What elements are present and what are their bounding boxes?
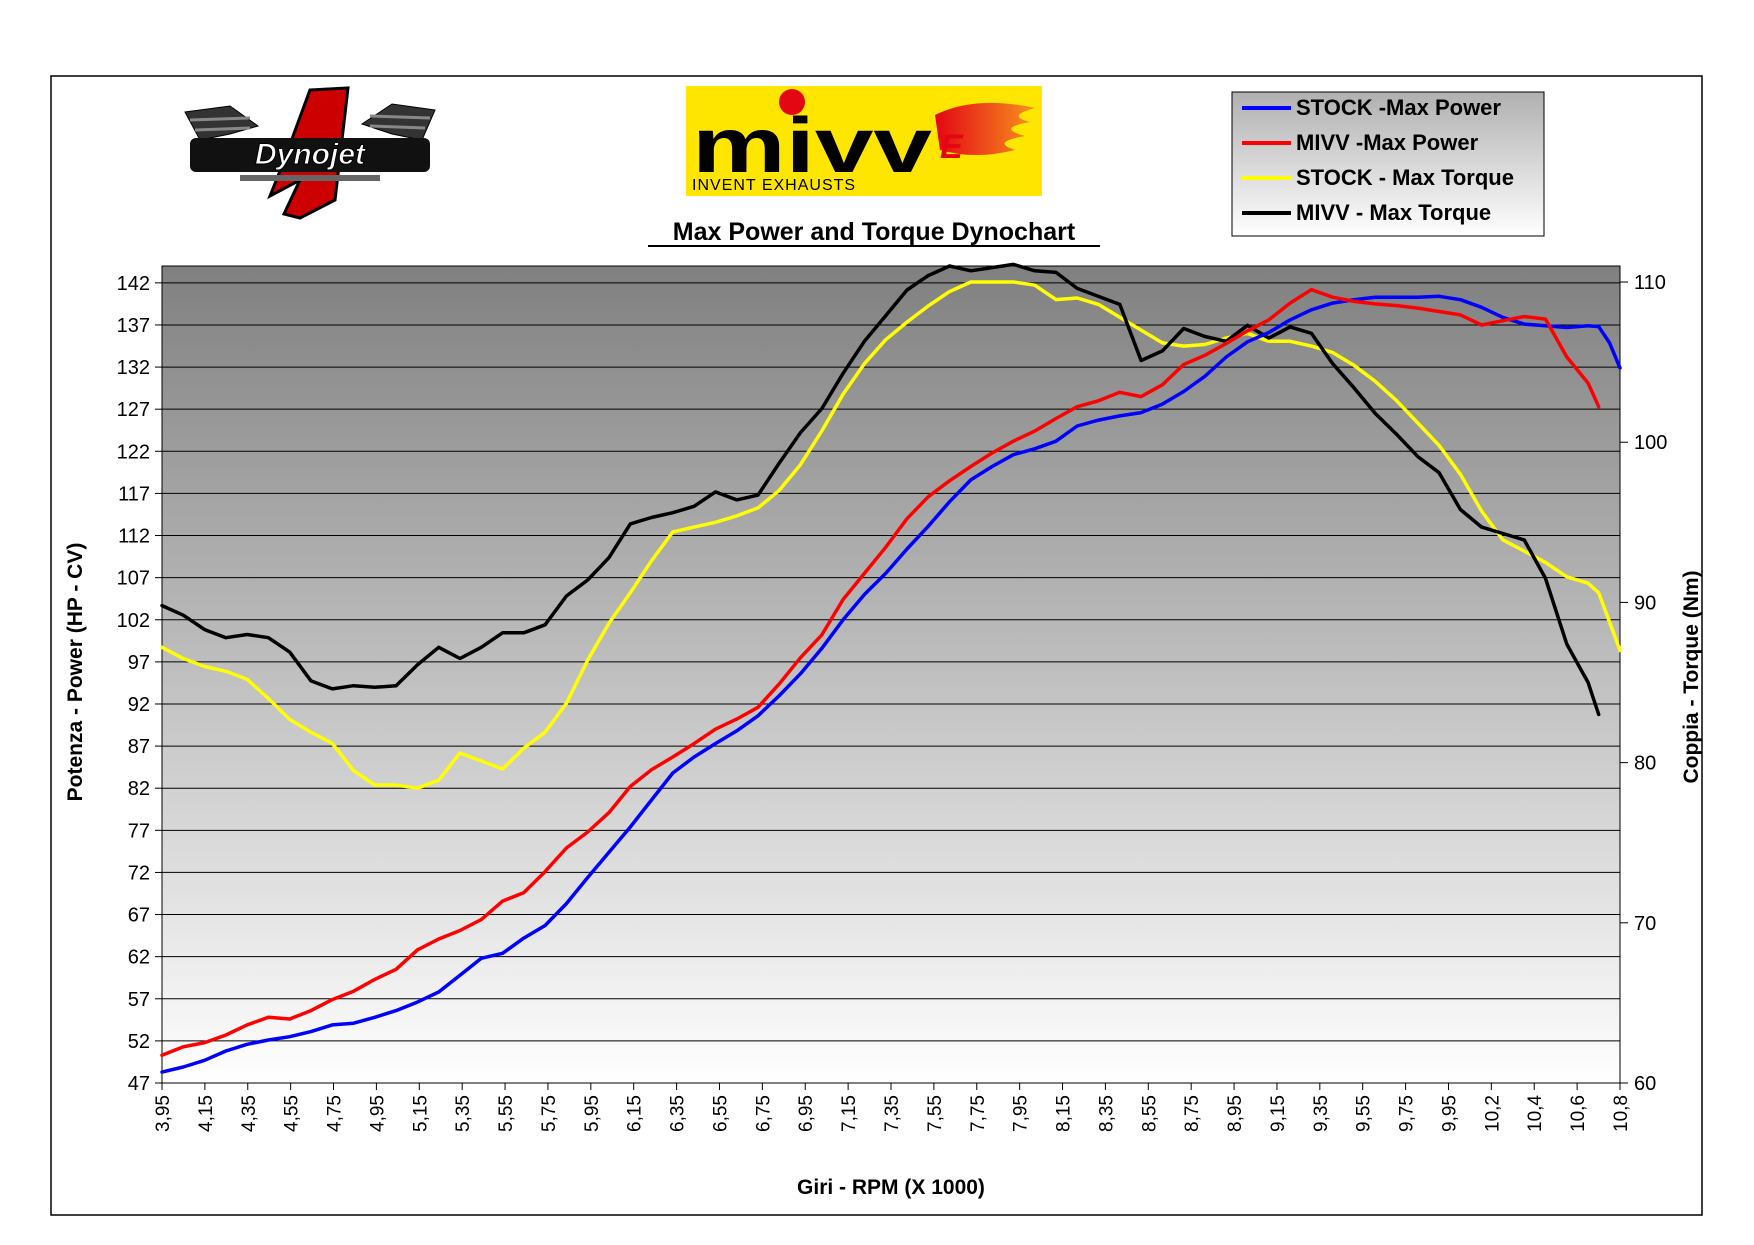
- x-tick-label: 4,55: [282, 1095, 303, 1132]
- chart-legend: STOCK -Max Power MIVV -Max Power STOCK - M…: [1231, 91, 1545, 237]
- y-left-tick-label: 87: [128, 736, 150, 758]
- mivv-logo-dot: [779, 89, 805, 115]
- x-tick-label: 5,15: [410, 1095, 431, 1132]
- series-line-2: [160, 280, 1622, 790]
- x-tick-label: 6,55: [710, 1095, 731, 1132]
- x-tick-label: 5,55: [496, 1095, 517, 1132]
- gridlines: [162, 282, 1620, 1084]
- y-left-tick-label: 132: [117, 357, 150, 379]
- y-left-tick-label: 107: [117, 568, 150, 590]
- series-line-3: [160, 262, 1601, 717]
- x-tick-label: 10,4: [1525, 1095, 1546, 1132]
- y-left-tick-label: 117: [118, 483, 150, 505]
- x-tick-label: 8,95: [1225, 1095, 1246, 1132]
- y-left-tick-label: 72: [128, 862, 150, 884]
- y-left-tick-label: 92: [128, 694, 150, 716]
- x-tick-label: 8,15: [1054, 1095, 1075, 1132]
- y-axis-right: 60 70 80 90 100 110: [1620, 272, 1667, 1095]
- x-tick-label: 6,95: [796, 1095, 817, 1132]
- y-left-tick-label: 82: [128, 778, 150, 800]
- dynojet-logo-text: Dynojet: [255, 138, 367, 171]
- legend-label: MIVV - Max Torque: [1296, 200, 1491, 225]
- x-tick-label: 8,75: [1182, 1095, 1203, 1132]
- x-tick-label: 7,75: [968, 1095, 989, 1132]
- y-left-tick-label: 57: [128, 989, 150, 1011]
- y-right-tick-label: 110: [1634, 272, 1666, 294]
- x-tick-label: 10,8: [1611, 1095, 1632, 1132]
- x-tick-label: 9,55: [1354, 1095, 1375, 1132]
- y-right-tick-label: 90: [1634, 592, 1656, 614]
- y-left-tick-label: 77: [128, 820, 150, 842]
- x-tick-label: 10,2: [1482, 1095, 1503, 1132]
- x-tick-label: 4,95: [367, 1095, 388, 1132]
- x-tick-label: 5,95: [582, 1095, 603, 1132]
- y-left-tick-label: 137: [117, 315, 150, 337]
- y-axis-left: 47 52 57 62 67 72 77 82 87 92 97 102 107 112 117 122 127…: [117, 273, 162, 1095]
- dynojet-logo-banner: [190, 138, 430, 172]
- mivv-logo: mivv E INVENT EXHAUSTS: [686, 86, 1042, 196]
- y-left-tick-label: 142: [117, 273, 150, 295]
- x-tick-label: 6,75: [753, 1095, 774, 1132]
- mivv-tagline: INVENT EXHAUSTS: [692, 177, 856, 194]
- series-layer: [160, 262, 1622, 1074]
- y-left-tick-label: 67: [128, 905, 150, 927]
- y-right-tick-label: 60: [1634, 1073, 1656, 1095]
- series-line-1: [160, 287, 1601, 1057]
- x-tick-label: 5,35: [453, 1095, 474, 1132]
- y-left-tick-label: 97: [128, 652, 150, 674]
- x-tick-label: 7,35: [882, 1095, 903, 1132]
- x-tick-label: 4,15: [196, 1095, 217, 1132]
- x-tick-label: 7,15: [839, 1095, 860, 1132]
- x-tick-label: 4,35: [239, 1095, 260, 1132]
- y-left-tick-label: 62: [128, 947, 150, 969]
- x-tick-label: 7,55: [925, 1095, 946, 1132]
- dynojet-logo: Dynojet: [184, 86, 436, 220]
- x-tick-label: 9,15: [1268, 1095, 1289, 1132]
- y-left-tick-label: 122: [117, 441, 150, 463]
- mivv-logo-text: mivv: [692, 101, 933, 189]
- x-tick-label: 10,6: [1568, 1095, 1589, 1132]
- y-left-tick-label: 127: [117, 399, 150, 421]
- mivv-flame-icon: [935, 102, 1035, 155]
- y-left-tick-label: 102: [117, 610, 150, 632]
- legend-label: STOCK -Max Power: [1296, 95, 1501, 120]
- x-tick-label: 9,75: [1397, 1095, 1418, 1132]
- y-right-tick-label: 100: [1634, 432, 1667, 454]
- x-tick-label: 9,35: [1311, 1095, 1332, 1132]
- plot-area: [161, 265, 1621, 1084]
- legend-label: MIVV -Max Power: [1296, 130, 1479, 155]
- x-tick-label: 6,35: [668, 1095, 689, 1132]
- x-tick-label: 5,75: [539, 1095, 560, 1132]
- x-tick-label: 6,15: [625, 1095, 646, 1132]
- y-left-tick-label: 52: [128, 1031, 150, 1053]
- chart-title: Max Power and Torque Dynochart: [673, 218, 1076, 246]
- y-left-tick-label: 112: [118, 526, 150, 548]
- y-right-tick-label: 70: [1634, 913, 1656, 935]
- y-axis-left-label: Potenza - Power (HP - CV): [64, 543, 87, 802]
- x-tick-label: 3,95: [153, 1095, 174, 1132]
- y-right-tick-label: 80: [1634, 753, 1656, 775]
- y-axis-right-label: Coppia - Torque (Nm): [1680, 570, 1703, 783]
- x-tick-label: 4,75: [325, 1095, 346, 1132]
- x-axis-label: Giri - RPM (X 1000): [797, 1176, 985, 1199]
- x-tick-label: 8,55: [1139, 1095, 1160, 1132]
- mivv-logo-e-mark: E: [940, 128, 964, 166]
- y-left-tick-label: 47: [128, 1073, 150, 1095]
- x-tick-label: 9,95: [1439, 1095, 1460, 1132]
- series-line-0: [160, 294, 1622, 1074]
- x-tick-label: 7,95: [1011, 1095, 1032, 1132]
- x-axis: 3,95 4,15 4,35 4,55 4,75 4,95 5,15 5,35 5,55 5,75…: [153, 1083, 1632, 1132]
- x-tick-label: 8,35: [1096, 1095, 1117, 1132]
- legend-label: STOCK - Max Torque: [1296, 165, 1514, 190]
